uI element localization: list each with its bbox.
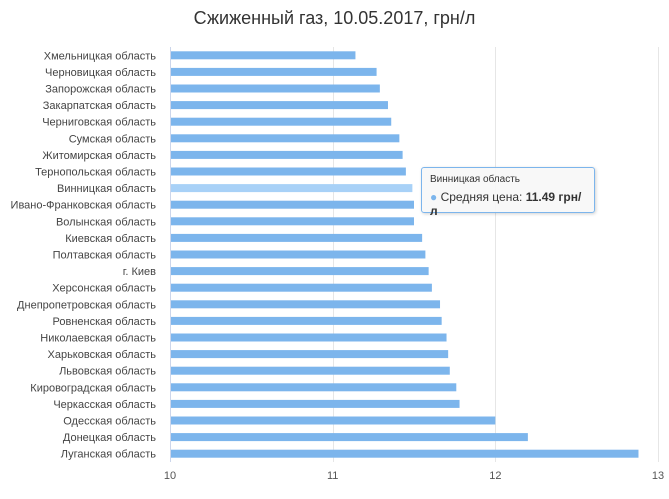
bar[interactable] [171,233,423,242]
bar[interactable] [171,67,377,76]
bar[interactable] [171,184,413,193]
bar[interactable] [171,84,380,93]
bar[interactable] [171,250,426,259]
bar[interactable] [171,283,432,292]
bars-layer [171,51,639,458]
x-tick-label: 10 [164,470,176,482]
category-label: Хмельницкая область [44,50,157,62]
category-label: Черновицкая область [45,67,156,79]
category-label: Сумская область [69,133,157,145]
series-dot-icon: ● [430,190,438,204]
category-label: Винницкая область [57,183,156,195]
x-tick-label: 11 [327,470,338,482]
category-label: Волынская область [56,216,156,228]
bar[interactable] [171,150,403,159]
bar[interactable] [171,300,441,309]
tooltip-header: Винницкая область [430,174,520,185]
category-label: Харьковская область [48,349,157,361]
chart-title: Сжиженный газ, 10.05.2017, грн/л [193,8,476,28]
bar[interactable] [171,416,496,425]
bar[interactable] [171,117,392,126]
category-label: Житомирская область [42,150,156,162]
x-tick-label: 12 [489,470,501,482]
category-label: Ровненская область [53,316,157,328]
category-label: Херсонская область [52,283,156,295]
category-label: Черниговская область [42,117,156,129]
tooltip-series-label: Средняя цена: [440,190,523,204]
category-label: Тернопольская область [35,167,156,179]
bar[interactable] [171,267,429,276]
category-label: Запорожская область [45,84,156,96]
bar[interactable] [171,51,356,60]
category-label: Донецкая область [63,432,156,444]
chart-tooltip: Винницкая область ● Средняя цена: 11.49 … [421,167,595,218]
category-label: Ивано-Франковская область [11,200,157,212]
category-label: Одесская область [63,416,156,428]
category-label: Днепропетровская область [17,299,156,311]
bar[interactable] [171,350,449,359]
bar[interactable] [171,101,388,110]
x-axis-ticks: 10 11 12 13 [164,470,664,482]
bar[interactable] [171,167,406,176]
bar[interactable] [171,433,528,442]
category-label: Полтавская область [53,250,157,262]
tooltip-value: 11.49 грн/л [430,190,582,218]
category-labels: Хмельницкая область Черновицкая область За… [11,50,157,460]
bar[interactable] [171,217,414,226]
category-label: Черкасская область [53,399,156,411]
category-label: Луганская область [61,449,156,461]
x-tick-label: 13 [652,470,664,482]
tooltip-row: ● Средняя цена: 11.49 грн/л [430,190,586,218]
bar[interactable] [171,383,457,392]
bar[interactable] [171,200,414,209]
bar[interactable] [171,449,639,458]
category-label: г. Киев [123,266,156,278]
bar[interactable] [171,399,460,408]
category-label: Киевская область [65,233,156,245]
category-label: Закарпатская область [43,100,156,112]
bar[interactable] [171,333,447,342]
category-label: Львовская область [59,366,156,378]
bar[interactable] [171,366,450,375]
bar[interactable] [171,316,442,325]
category-label: Кировоградская область [30,382,156,394]
bar[interactable] [171,134,400,143]
category-label: Николаевская область [40,333,156,345]
